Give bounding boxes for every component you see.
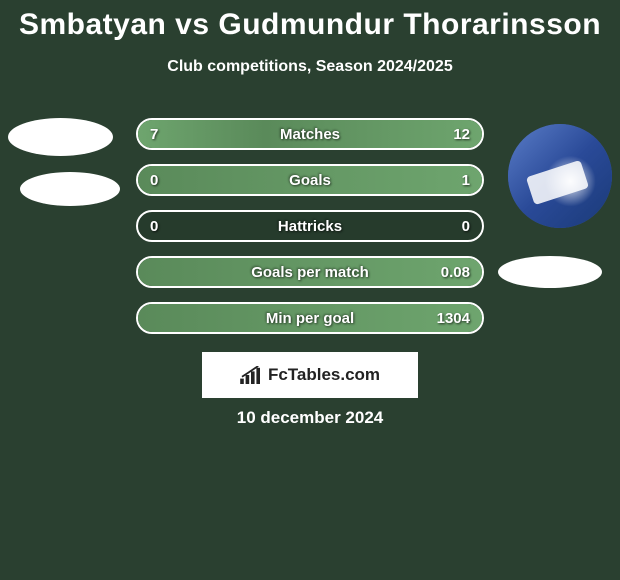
stat-fill-right [138, 304, 482, 332]
date-label: 10 december 2024 [0, 408, 620, 428]
page-title: Smbatyan vs Gudmundur Thorarinsson [0, 0, 620, 42]
player-right-avatar-photo [508, 124, 612, 228]
stat-value-right: 0 [462, 212, 470, 240]
bar-chart-icon [240, 366, 262, 384]
fctables-logo-text: FcTables.com [268, 365, 380, 385]
stat-label: Hattricks [138, 212, 482, 240]
player-left-avatar-2 [20, 172, 120, 206]
stat-row-min-per-goal: Min per goal 1304 [136, 302, 484, 334]
fctables-logo[interactable]: FcTables.com [202, 352, 418, 398]
player-right-avatar-photo-surface [508, 124, 612, 228]
player-right-avatar-2 [498, 256, 602, 288]
stat-row-matches: 7 Matches 12 [136, 118, 484, 150]
stat-row-goals-per-match: Goals per match 0.08 [136, 256, 484, 288]
stats-container: 7 Matches 12 0 Goals 1 0 Hattricks 0 Goa… [136, 118, 484, 348]
page-subtitle: Club competitions, Season 2024/2025 [0, 58, 620, 76]
stat-value-left: 0 [150, 212, 158, 240]
stat-fill-right [265, 120, 482, 148]
stat-row-goals: 0 Goals 1 [136, 164, 484, 196]
stat-fill-left [138, 120, 265, 148]
stat-row-hattricks: 0 Hattricks 0 [136, 210, 484, 242]
stat-fill-right [138, 166, 482, 194]
stat-fill-right [138, 258, 482, 286]
player-left-avatar-1 [8, 118, 113, 156]
